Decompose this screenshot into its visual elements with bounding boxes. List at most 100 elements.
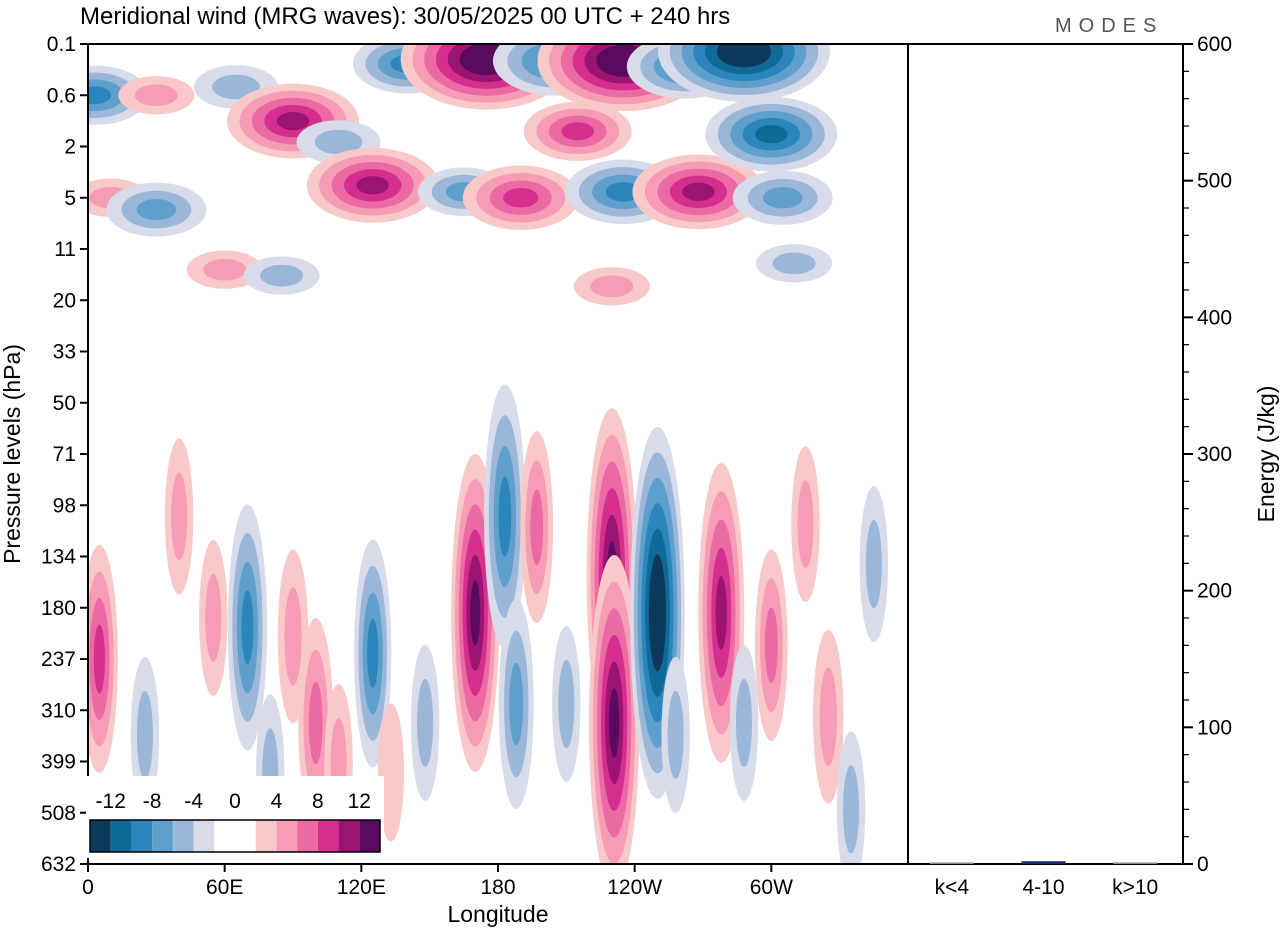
wind-contour (819, 667, 837, 766)
energy-tick-label: 100 (1197, 716, 1232, 739)
longitude-tick-labels: 0 60E 120E 180 120W 60W (82, 864, 793, 899)
wind-contour (667, 690, 684, 779)
energy-bar (929, 862, 974, 864)
energy-bar (1113, 862, 1158, 864)
wind-contour (356, 176, 389, 195)
colorbar-swatch (214, 820, 235, 852)
colorbar-label: 12 (348, 790, 371, 813)
wind-contour (605, 182, 641, 202)
wind-contour (212, 74, 260, 100)
wind-contour (509, 662, 524, 746)
energy-category-label: k>10 (1112, 876, 1158, 899)
wind-contour (134, 84, 178, 107)
energy-bars: 0 100 200 300 400 500 600 k<4 4-10 k>10 (929, 33, 1232, 899)
wind-contour (417, 678, 434, 768)
wind-contour (88, 86, 112, 105)
wind-contour (797, 480, 814, 569)
colorbar-label: -8 (143, 790, 162, 813)
energy-frame (907, 43, 1184, 865)
energy-tick-label: 0 (1197, 853, 1209, 876)
chart-title: Meridional wind (MRG waves): 30/05/2025 … (80, 3, 730, 30)
colorbar-swatch (359, 820, 380, 852)
y-tick-label: 0.6 (47, 84, 76, 107)
wind-contour (367, 618, 379, 688)
y-tick-label: 11 (54, 238, 76, 261)
y-tick-label: 20 (53, 289, 76, 312)
x-tick-label: 60E (206, 876, 243, 899)
wind-contour (558, 659, 575, 749)
colorbar-label: -12 (96, 790, 126, 813)
colorbar-label: 4 (271, 790, 283, 813)
y-tick-label: 399 (41, 751, 76, 774)
wind-contour (652, 579, 663, 646)
wind-contour (136, 690, 153, 779)
colorbar-swatch (317, 820, 339, 852)
wind-contour (276, 111, 310, 131)
x-tick-label: 60W (750, 876, 793, 899)
y-tick-label: 310 (41, 699, 76, 722)
wind-contour (764, 607, 778, 683)
wind-contour (865, 520, 882, 609)
colorbar-swatch (235, 820, 256, 852)
wind-contour (377, 703, 405, 842)
y-tick-label: 180 (41, 597, 76, 620)
colorbar-swatch (152, 820, 173, 852)
y-tick-label: 632 (41, 853, 76, 876)
colorbar: -12 -8 -4 0 4 8 12 (86, 776, 384, 858)
colorbar-swatch (338, 820, 360, 852)
x-tick-label: 180 (480, 876, 515, 899)
wind-contour (498, 476, 512, 557)
wind-contour (171, 472, 188, 561)
colorbar-label: 0 (229, 790, 241, 813)
energy-tick-label: 200 (1197, 580, 1232, 603)
wind-contour (763, 187, 803, 209)
wind-contour (728, 44, 760, 61)
wind-contour (260, 264, 304, 287)
wind-contour (503, 188, 539, 208)
modes-logo: MODES (1055, 15, 1163, 37)
wind-contour (608, 688, 620, 758)
wind-contour (590, 275, 634, 298)
wind-contour (470, 580, 481, 646)
wind-contour (308, 681, 323, 765)
wind-contour (715, 576, 727, 650)
energy-tick-label: 600 (1197, 33, 1232, 56)
wind-contour (203, 258, 247, 281)
colorbar-label: -4 (184, 790, 203, 813)
heatmap-panel: 0.1 0.6 2 5 11 20 33 50 71 98 134 180 237 310 399 508 63… (0, 33, 909, 927)
wind-contour (93, 624, 106, 694)
y-tick-label: 71 (53, 443, 76, 466)
wind-contour (241, 590, 254, 665)
x-tick-label: 120E (337, 876, 386, 899)
x-axis-label: Longitude (447, 901, 548, 927)
wind-contour (205, 573, 222, 662)
energy-axis-label: Energy (J/kg) (1253, 386, 1279, 523)
y-tick-label: 134 (41, 546, 76, 569)
wind-contour (682, 182, 715, 202)
wind-contours (88, 44, 889, 864)
wind-contour (755, 125, 788, 144)
colorbar-swatch (90, 820, 111, 852)
colorbar-swatch (131, 820, 153, 852)
wind-contour (284, 587, 302, 686)
wind-contour (136, 198, 177, 221)
pressure-tick-labels: 0.1 0.6 2 5 11 20 33 50 71 98 134 180 237 310 399 508 63… (41, 33, 88, 876)
y-axis-label: Pressure levels (hPa) (0, 344, 25, 564)
wind-contour (735, 678, 753, 768)
energy-category-label: 4-10 (1022, 876, 1064, 899)
energy-tick-label: 500 (1197, 170, 1232, 193)
x-tick-label: 120W (607, 876, 662, 899)
y-tick-label: 508 (41, 802, 76, 825)
colorbar-swatch (255, 820, 277, 852)
colorbar-swatch (276, 820, 298, 852)
y-tick-label: 98 (53, 494, 76, 517)
energy-tick-label: 400 (1197, 306, 1232, 329)
wind-contour (561, 122, 595, 141)
energy-bar (1021, 861, 1066, 864)
colorbar-swatch (172, 820, 194, 852)
y-tick-label: 0.1 (47, 33, 76, 56)
y-tick-label: 2 (64, 136, 76, 159)
y-tick-label: 237 (41, 648, 76, 671)
wind-contour (843, 765, 860, 854)
